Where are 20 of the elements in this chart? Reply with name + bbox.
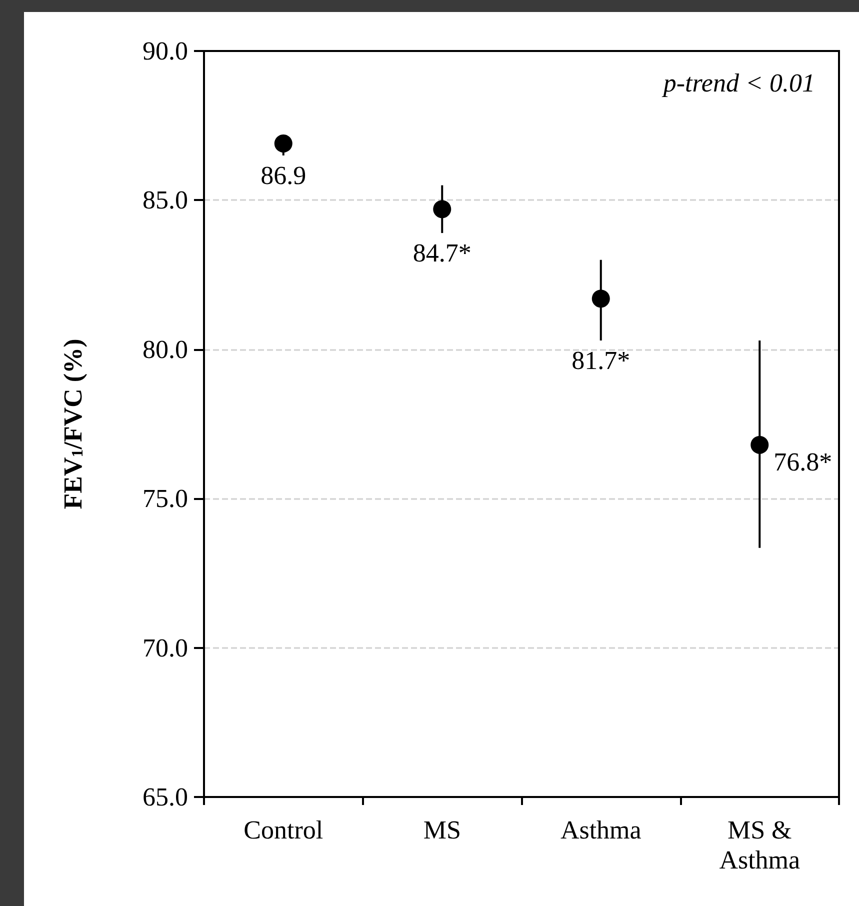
point [750,436,769,454]
point [433,200,452,218]
y-tick-label: 65.0 [142,782,188,812]
data-label: 76.8* [774,447,832,476]
y-tick-label: 70.0 [142,633,188,662]
y-tick-label: 85.0 [142,186,188,215]
y-tick-label: 75.0 [142,484,188,514]
x-tick-label: MS [423,816,461,844]
y-tick-label: 90.0 [142,36,188,66]
x-tick-label: Asthma [560,816,642,844]
data-label: 84.7* [412,238,472,268]
point [274,134,292,152]
y-axis-title: FEV1/FVC (%) [58,338,88,510]
data-label: 86.9 [260,161,306,190]
data-label: 81.7* [572,346,630,375]
annotation: p-trend < 0.01 [661,68,816,98]
y-tick-label: 80.0 [142,334,188,364]
x-tick-label: MS & Asthma [719,816,801,874]
x-tick-label: Control [244,816,324,844]
point [592,290,610,308]
